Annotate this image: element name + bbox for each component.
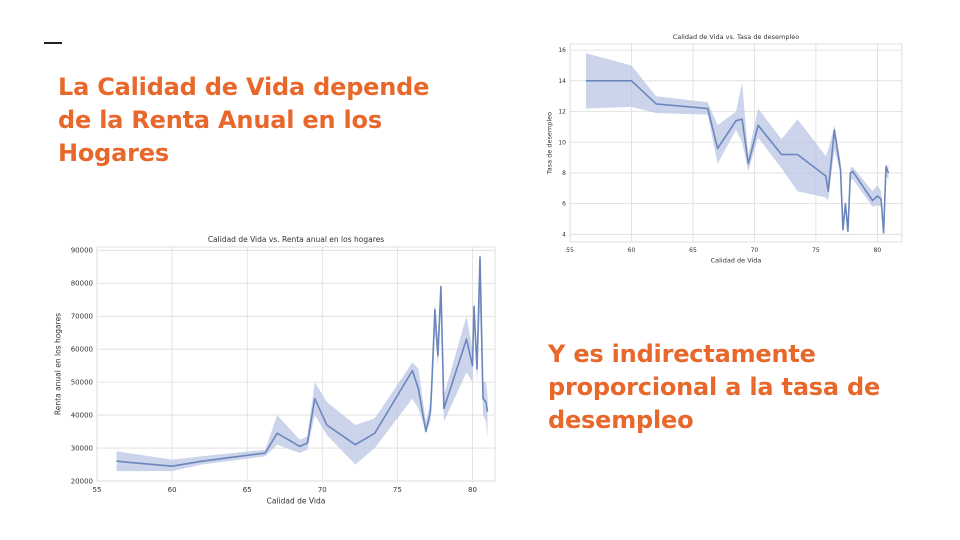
renta-ytick-label-7: 90000 xyxy=(71,247,93,255)
renta-xtick-label-0: 55 xyxy=(93,486,102,494)
chart-renta-anual-svg: 55 60 65 70 75 80 20000 30000 40000 50000 60000 700… xyxy=(54,235,496,506)
renta-ytick-label-3: 50000 xyxy=(71,379,93,387)
heading-renta-anual: La Calidad de Vida depende de la Renta A… xyxy=(58,73,430,167)
chart-tasa-desempleo-svg: 55 60 65 70 75 80 4 6 8 10 12 14 16 Calidad de Vida v… xyxy=(546,33,903,265)
desempleo-ytick-label-5: 14 xyxy=(558,78,566,85)
desempleo-xtick-label-5: 80 xyxy=(874,247,882,254)
desempleo-ytick-label-1: 6 xyxy=(562,201,566,208)
desempleo-xtick-label-4: 75 xyxy=(812,247,820,254)
renta-chart-title: Calidad de Vida vs. Renta anual en los h… xyxy=(208,235,384,244)
desempleo-series-line-0 xyxy=(586,79,890,234)
desempleo-x-axis-label: Calidad de Vida xyxy=(711,257,762,265)
chart-tasa-desempleo: 55 60 65 70 75 80 4 6 8 10 12 14 16 Calidad de Vida v… xyxy=(544,30,904,270)
renta-xtick-label-3: 70 xyxy=(318,486,327,494)
renta-ytick-label-0: 20000 xyxy=(71,477,93,485)
desempleo-ytick-label-0: 4 xyxy=(562,231,566,238)
desempleo-xtick-label-0: 55 xyxy=(566,247,574,254)
desempleo-y-axis-label: Tasa de desempleo xyxy=(546,112,554,175)
renta-x-axis-label: Calidad de Vida xyxy=(267,497,326,506)
desempleo-confidence-band-0 xyxy=(586,53,889,235)
desempleo-ytick-label-2: 8 xyxy=(562,170,566,177)
renta-y-axis-label: Renta anual en los hogares xyxy=(54,313,63,415)
renta-xtick-label-1: 60 xyxy=(168,486,177,494)
renta-ytick-label-5: 70000 xyxy=(71,313,93,321)
renta-series-line-0 xyxy=(116,256,489,467)
renta-xtick-label-2: 65 xyxy=(243,486,252,494)
heading-tasa-desempleo: Y es indirectamente proporcional a la ta… xyxy=(548,340,881,434)
renta-ytick-label-1: 30000 xyxy=(71,444,93,452)
desempleo-ytick-label-4: 12 xyxy=(558,109,566,116)
renta-xtick-label-4: 75 xyxy=(393,486,402,494)
desempleo-ytick-label-3: 10 xyxy=(558,139,566,146)
renta-xtick-label-5: 80 xyxy=(468,486,477,494)
desempleo-xtick-label-1: 60 xyxy=(628,247,636,254)
slide-dash-mark xyxy=(44,42,62,44)
desempleo-chart-title: Calidad de Vida vs. Tasa de desempleo xyxy=(673,33,800,41)
renta-ytick-label-4: 60000 xyxy=(71,346,93,354)
renta-ytick-label-6: 80000 xyxy=(71,280,93,288)
chart-renta-anual: 55 60 65 70 75 80 20000 30000 40000 50000 60000 700… xyxy=(52,227,500,515)
renta-ytick-label-2: 40000 xyxy=(71,412,93,420)
desempleo-xtick-label-2: 65 xyxy=(689,247,697,254)
desempleo-xtick-label-3: 70 xyxy=(751,247,759,254)
desempleo-ytick-label-6: 16 xyxy=(558,47,566,54)
renta-confidence-band-0 xyxy=(116,253,488,472)
